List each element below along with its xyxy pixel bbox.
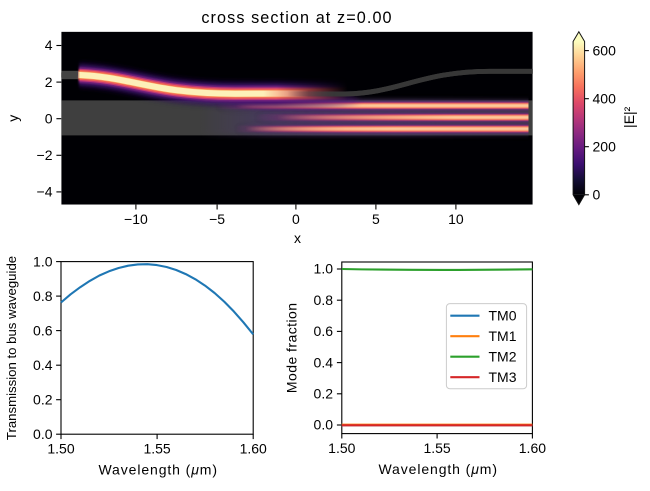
svg-text:−4: −4 bbox=[37, 184, 53, 200]
svg-text:0.4: 0.4 bbox=[33, 357, 53, 373]
svg-text:0: 0 bbox=[593, 187, 601, 203]
svg-text:1.50: 1.50 bbox=[47, 441, 74, 457]
svg-text:1.55: 1.55 bbox=[143, 441, 170, 457]
svg-text:cross section at z=0.00: cross section at z=0.00 bbox=[201, 9, 392, 27]
svg-text:1.0: 1.0 bbox=[33, 253, 53, 269]
svg-text:1.55: 1.55 bbox=[423, 440, 450, 456]
svg-text:0.2: 0.2 bbox=[33, 391, 53, 407]
svg-text:0: 0 bbox=[45, 110, 53, 126]
svg-text:1.50: 1.50 bbox=[328, 440, 355, 456]
svg-text:10: 10 bbox=[448, 211, 464, 227]
svg-text:0.6: 0.6 bbox=[314, 323, 334, 339]
svg-text:−10: −10 bbox=[124, 211, 148, 227]
svg-text:0.0: 0.0 bbox=[33, 426, 53, 442]
svg-text:0.8: 0.8 bbox=[314, 292, 334, 308]
svg-text:0.2: 0.2 bbox=[314, 386, 334, 402]
svg-text:TM1: TM1 bbox=[489, 328, 517, 344]
svg-text:TM0: TM0 bbox=[489, 308, 517, 324]
svg-text:2: 2 bbox=[45, 74, 53, 90]
svg-text:Transmission to bus waveguide: Transmission to bus waveguide bbox=[4, 256, 19, 440]
svg-text:TM3: TM3 bbox=[489, 369, 517, 385]
svg-text:600: 600 bbox=[593, 42, 617, 58]
svg-text:0.6: 0.6 bbox=[33, 322, 53, 338]
svg-text:Wavelength (μm): Wavelength (μm) bbox=[378, 461, 497, 477]
svg-text:4: 4 bbox=[45, 37, 53, 53]
svg-text:x: x bbox=[294, 230, 301, 246]
svg-text:200: 200 bbox=[593, 138, 617, 154]
svg-text:5: 5 bbox=[372, 211, 380, 227]
svg-text:0.4: 0.4 bbox=[314, 354, 334, 370]
svg-text:Mode fraction: Mode fraction bbox=[284, 302, 300, 393]
svg-text:1.0: 1.0 bbox=[314, 261, 334, 277]
svg-text:TM2: TM2 bbox=[489, 349, 517, 365]
svg-text:0.8: 0.8 bbox=[33, 288, 53, 304]
svg-text:0: 0 bbox=[292, 211, 300, 227]
svg-text:|E|²: |E|² bbox=[621, 106, 637, 128]
svg-text:1.60: 1.60 bbox=[240, 441, 267, 457]
svg-text:−2: −2 bbox=[37, 147, 53, 163]
svg-text:0.0: 0.0 bbox=[314, 417, 334, 433]
svg-text:y: y bbox=[5, 115, 21, 122]
svg-text:1.60: 1.60 bbox=[519, 440, 546, 456]
svg-text:Wavelength (μm): Wavelength (μm) bbox=[98, 462, 217, 478]
svg-text:−5: −5 bbox=[209, 211, 225, 227]
svg-text:400: 400 bbox=[593, 90, 617, 106]
